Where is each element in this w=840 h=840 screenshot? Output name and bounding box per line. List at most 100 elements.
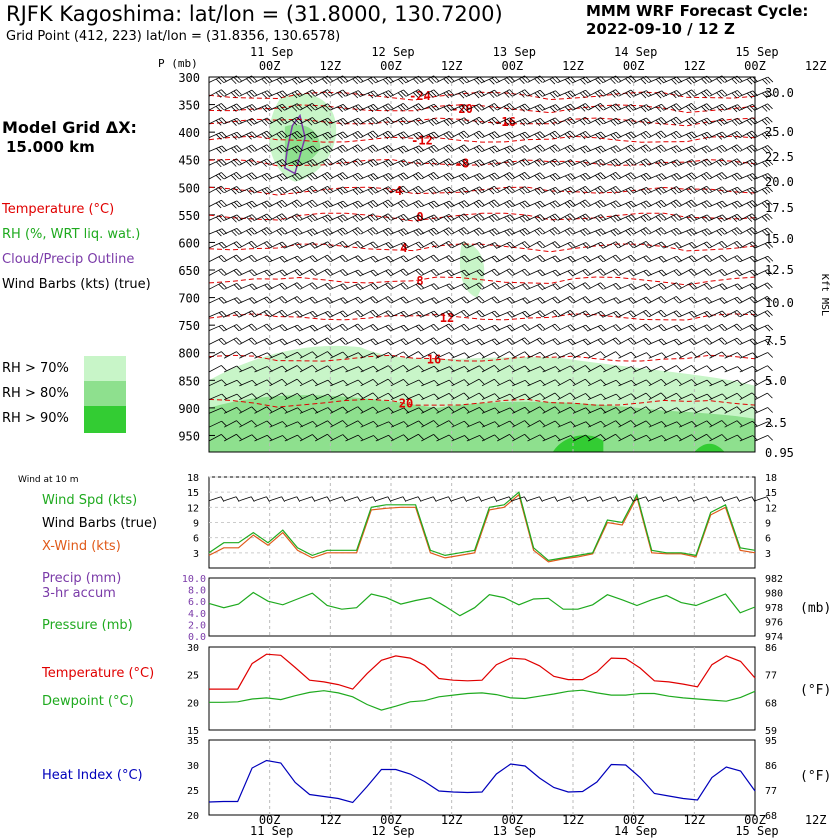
wind-barb — [312, 421, 319, 427]
wind-barb — [585, 407, 592, 414]
wind-barb — [537, 105, 543, 112]
wind-barb — [552, 228, 558, 235]
wind-barb — [307, 148, 313, 154]
wind-barb — [352, 161, 358, 167]
wind-barb — [587, 296, 601, 304]
wind-barb — [312, 311, 319, 317]
wind-barb — [264, 284, 270, 291]
wind-barb — [579, 216, 586, 222]
wind-barb — [433, 103, 440, 110]
wind-barb — [464, 200, 470, 206]
wind-barb — [436, 117, 450, 125]
wind-barb — [221, 420, 227, 427]
wind-barb — [358, 200, 364, 207]
wind-tick-left: 18 — [187, 473, 199, 484]
wind-barb — [463, 392, 470, 399]
wind-barb — [476, 297, 482, 304]
wind-barb — [630, 434, 637, 440]
wind-barb — [691, 228, 698, 234]
wind-barb — [661, 421, 667, 427]
wind-barb — [233, 173, 240, 180]
wind-barb — [342, 420, 348, 426]
wind-barb — [315, 311, 329, 318]
wind-barb — [436, 392, 450, 400]
wind-barb — [582, 174, 589, 180]
wind-barb — [413, 134, 419, 140]
wind-barb — [509, 103, 515, 109]
wind-barb — [542, 352, 556, 359]
wind-barb — [587, 365, 601, 373]
wind-barb — [342, 186, 349, 193]
wind-barb — [724, 406, 738, 414]
wind-barb — [660, 392, 667, 399]
surface-wind-barb — [721, 496, 725, 502]
wind-barb — [372, 213, 379, 220]
wind-barb — [724, 213, 738, 221]
wind-barb — [397, 216, 404, 223]
wind-barb — [340, 284, 346, 291]
wind-barb — [734, 228, 740, 235]
wind-barb — [327, 324, 334, 330]
wind-barb — [640, 216, 647, 223]
wind-barb — [754, 269, 768, 276]
wind-barb — [734, 311, 740, 318]
wind-barb — [284, 145, 298, 152]
wind-barb — [433, 227, 440, 234]
wind-barb — [724, 144, 738, 152]
wind-barb — [691, 131, 698, 138]
wind-barb — [655, 189, 662, 195]
wind-barb — [706, 268, 712, 275]
top-hour-label: 12Z — [319, 59, 341, 73]
wind-barb — [360, 241, 374, 249]
wind-barb — [663, 282, 677, 290]
wind-barb — [676, 282, 682, 288]
surface-wind-barb — [357, 496, 361, 502]
wind-barb — [325, 215, 331, 222]
wind-barb — [688, 187, 695, 193]
wind-barb — [405, 433, 419, 442]
wind-barb — [737, 296, 743, 303]
wind-barb — [585, 213, 591, 220]
wind-barb — [661, 76, 667, 83]
wind-barb — [342, 104, 349, 110]
wind-barb — [497, 228, 511, 235]
wind-barb — [337, 203, 343, 209]
wind-barb — [660, 213, 667, 219]
wind-barb — [542, 172, 556, 180]
wind-barb — [527, 186, 541, 194]
wind-barb — [464, 255, 470, 262]
wind-barb — [488, 92, 495, 99]
wind-barb — [633, 200, 647, 207]
wind-barb — [661, 103, 667, 110]
wind-barb — [387, 282, 394, 289]
wind-barb — [552, 118, 558, 125]
wind-barb — [418, 131, 425, 138]
wind-barb — [598, 146, 604, 153]
wind-barb — [306, 92, 313, 98]
wind-barb — [390, 255, 404, 263]
wind-barb — [549, 92, 556, 99]
wind-barb — [754, 199, 768, 207]
wind-barb — [451, 117, 465, 125]
wind-barb — [694, 185, 707, 194]
wind-barb — [572, 296, 586, 304]
wind-barb — [223, 324, 237, 332]
wind-barb — [673, 311, 680, 318]
wind-barb — [764, 325, 771, 332]
wind-barb — [691, 145, 698, 152]
wind-barb — [549, 78, 556, 85]
wind-barb — [673, 257, 680, 263]
wind-barb — [646, 187, 652, 193]
wind-barb — [466, 392, 480, 400]
wind-barb — [585, 76, 592, 83]
wind-barb — [676, 186, 682, 192]
wind-barb — [512, 131, 526, 139]
wind-barb — [603, 310, 617, 318]
wind-barb — [719, 119, 725, 125]
wind-barb — [263, 228, 270, 235]
wind-barb — [390, 393, 404, 400]
wind-barb — [433, 337, 439, 344]
wind-barb — [406, 379, 420, 387]
wind-barb — [239, 214, 253, 221]
wind-barb — [673, 91, 680, 98]
